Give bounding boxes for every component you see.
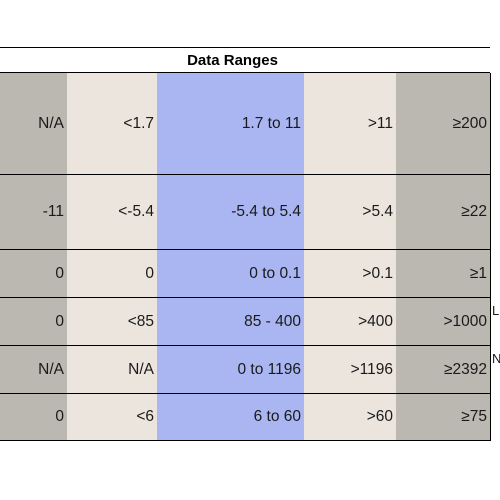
table-cell[interactable]: 0 — [0, 250, 67, 297]
table-cell[interactable]: 6 to 60 — [157, 394, 304, 440]
data-ranges-table: N/A <1.7 1.7 to 11 >11 ≥200 -11 <-5.4 -5… — [0, 73, 490, 441]
table-title: Data Ranges — [187, 51, 278, 69]
table-cell[interactable]: ≥75 — [396, 394, 490, 440]
table-row: 0 <6 6 to 60 >60 ≥75 — [0, 394, 490, 441]
clipped-cell-text: N — [492, 351, 500, 366]
table-cell[interactable]: N/A — [0, 73, 67, 174]
clipped-cell-text: L — [492, 303, 500, 318]
table-cell[interactable]: -11 — [0, 175, 67, 249]
table-cell[interactable]: N/A — [67, 346, 157, 393]
table-title-bar: Data Ranges — [0, 47, 490, 73]
table-cell[interactable]: >60 — [304, 394, 396, 440]
table-cell[interactable]: >5.4 — [304, 175, 396, 249]
table-cell[interactable]: >400 — [304, 298, 396, 345]
table-cell[interactable]: N/A — [0, 346, 67, 393]
table-row: N/A <1.7 1.7 to 11 >11 ≥200 — [0, 73, 490, 175]
table-cell[interactable]: ≥22 — [396, 175, 490, 249]
table-cell[interactable]: 0 — [0, 298, 67, 345]
table-cell[interactable]: <85 — [67, 298, 157, 345]
table-row: 0 0 0 to 0.1 >0.1 ≥1 — [0, 250, 490, 298]
table-cell[interactable]: <-5.4 — [67, 175, 157, 249]
table-cell[interactable]: 0 — [67, 250, 157, 297]
table-cell[interactable]: 1.7 to 11 — [157, 73, 304, 174]
table-cell[interactable]: <1.7 — [67, 73, 157, 174]
table-cell[interactable]: ≥1 — [396, 250, 490, 297]
table-cell[interactable]: >1196 — [304, 346, 396, 393]
table-row: -11 <-5.4 -5.4 to 5.4 >5.4 ≥22 — [0, 175, 490, 250]
table-cell[interactable]: 0 to 0.1 — [157, 250, 304, 297]
table-cell[interactable]: ≥200 — [396, 73, 490, 174]
table-cell[interactable]: 85 - 400 — [157, 298, 304, 345]
table-cell[interactable]: >0.1 — [304, 250, 396, 297]
table-cell[interactable]: >11 — [304, 73, 396, 174]
table-cell[interactable]: 0 — [0, 394, 67, 440]
table-cell[interactable]: ≥2392 — [396, 346, 490, 393]
table-cell[interactable]: >1000 — [396, 298, 490, 345]
table-cell[interactable]: 0 to 1196 — [157, 346, 304, 393]
table-right-border — [490, 73, 491, 441]
table-cell[interactable]: <6 — [67, 394, 157, 440]
table-cell[interactable]: -5.4 to 5.4 — [157, 175, 304, 249]
table-row: 0 <85 85 - 400 >400 >1000 — [0, 298, 490, 346]
table-row: N/A N/A 0 to 1196 >1196 ≥2392 — [0, 346, 490, 394]
